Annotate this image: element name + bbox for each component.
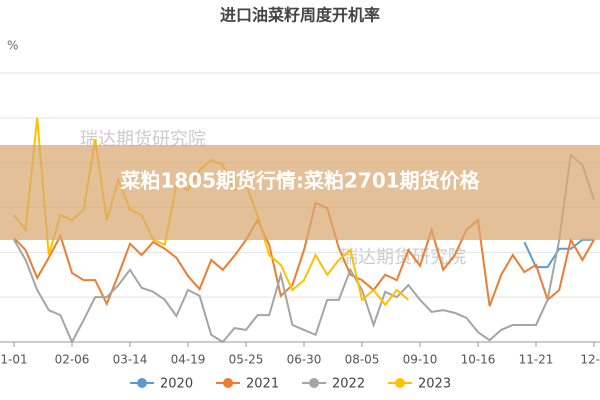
x-tick-label: 11-21 bbox=[519, 353, 554, 367]
series-line bbox=[13, 153, 595, 345]
legend-dot bbox=[395, 378, 405, 388]
x-tick-label: 12-2 bbox=[580, 353, 600, 367]
legend-label: 2020 bbox=[160, 377, 193, 392]
legend-dot bbox=[223, 378, 233, 388]
x-tick-label: 06-30 bbox=[287, 353, 322, 367]
legend-label: 2022 bbox=[332, 377, 365, 392]
x-tick-label: 05-25 bbox=[229, 353, 264, 367]
x-tick-label: 09-10 bbox=[403, 353, 438, 367]
banner-bg bbox=[0, 145, 600, 240]
x-tick-label: 02-06 bbox=[55, 353, 90, 367]
x-tick-label: 04-19 bbox=[171, 353, 206, 367]
watermark: 瑞达期货研究院 bbox=[80, 129, 206, 150]
legend-label: 2021 bbox=[246, 377, 279, 392]
legend-label: 2023 bbox=[418, 377, 451, 392]
y-unit: % bbox=[7, 39, 18, 53]
banner-text: 菜粕1805期货行情:菜粕2701期货价格 bbox=[119, 169, 480, 193]
x-tick-label: 10-16 bbox=[461, 353, 496, 367]
legend-dot bbox=[137, 378, 147, 388]
legend-dot bbox=[309, 378, 319, 388]
x-tick-label: 03-14 bbox=[113, 353, 148, 367]
x-tick-label: 1-01 bbox=[0, 353, 27, 367]
chart-title: 进口油菜籽周度开机率 bbox=[220, 6, 380, 25]
x-tick-label: 08-05 bbox=[345, 353, 380, 367]
